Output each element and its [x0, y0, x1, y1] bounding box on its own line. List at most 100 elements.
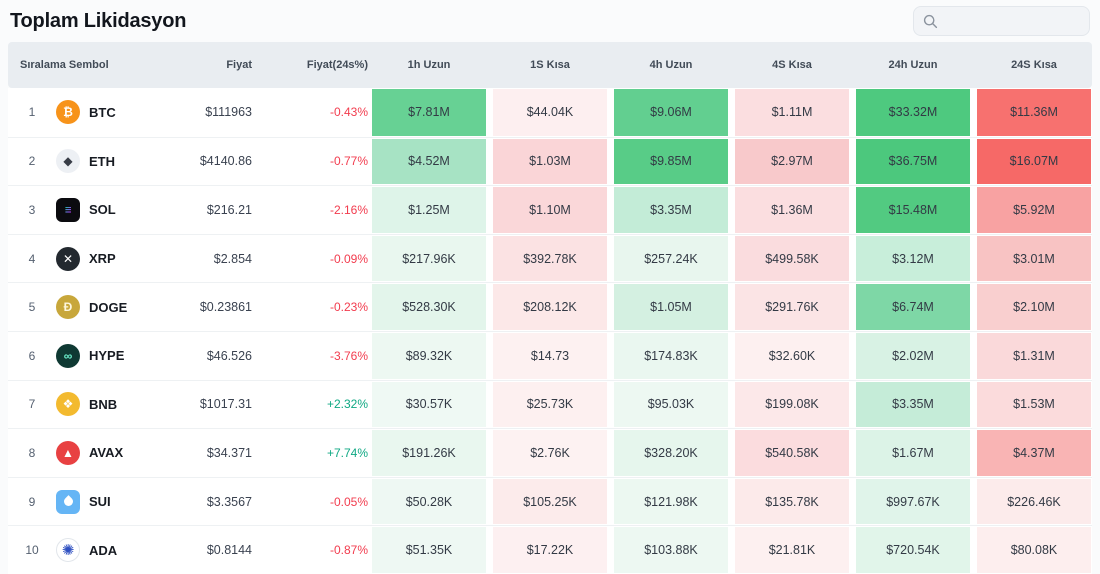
search-box[interactable]	[913, 6, 1090, 36]
heat-cells: $1.25M $1.10M $3.35M $1.36M $15.48M $5.92M	[372, 186, 1091, 234]
coin-cell: ▲ AVAX	[56, 440, 156, 465]
column-header-price-change[interactable]: Fiyat(24s%)	[306, 59, 368, 71]
heat-cells: $7.81M $44.04K $9.06M $1.11M $33.32M $11.36M	[372, 88, 1091, 137]
coin-price: $4140.86	[199, 154, 252, 169]
liquidation-cell: $3.35M	[614, 187, 728, 233]
row-rank: 6	[28, 348, 36, 363]
coin-price: $0.8144	[206, 543, 252, 558]
liquidation-cell: $1.25M	[372, 187, 486, 233]
table-row[interactable]: 4 ✕ XRP $2.854 -0.09% $217.96K $392.78K $2…	[8, 233, 1092, 283]
liquidation-cell: $121.98K	[614, 478, 728, 525]
table-body: 1 ₿ BTC $111963 -0.43% $7.81M $44.04K $9.0…	[8, 88, 1092, 574]
liquidation-cell: $1.11M	[735, 89, 849, 136]
search-input[interactable]	[944, 14, 1080, 28]
liquidation-cell: $105.25K	[493, 478, 607, 525]
heat-cells: $217.96K $392.78K $257.24K $499.58K $3.12M $3…	[372, 235, 1091, 283]
column-header-24h-short[interactable]: 24S Kısa	[1011, 59, 1057, 71]
row-rank: 3	[28, 202, 36, 217]
coin-price: $111963	[205, 105, 252, 120]
liquidation-cell: $1.05M	[614, 284, 728, 330]
sui-icon	[56, 489, 80, 514]
coin-symbol: BNB	[89, 396, 118, 412]
liquidation-cell: $392.78K	[493, 235, 607, 282]
coin-symbol: ETH	[89, 153, 115, 169]
coin-cell: ❖ BNB	[56, 392, 156, 417]
liquidation-cell: $9.85M	[614, 138, 728, 185]
liquidation-cell: $720.54K	[856, 527, 970, 573]
liquidation-cell: $89.32K	[372, 332, 486, 379]
liquidation-cell: $6.74M	[856, 284, 970, 330]
liquidation-cell: $50.28K	[372, 478, 486, 525]
liquidation-cell: $25.73K	[493, 381, 607, 428]
coin-cell: ✕ XRP	[56, 246, 156, 271]
xrp-icon: ✕	[56, 246, 80, 271]
coin-symbol: AVAX	[89, 445, 124, 461]
coin-cell: ∞ HYPE	[56, 343, 156, 368]
column-header-price[interactable]: Fiyat	[226, 59, 252, 71]
coin-cell: Ð DOGE	[56, 295, 156, 320]
coin-symbol: BTC	[89, 104, 116, 120]
liquidation-cell: $2.10M	[977, 284, 1091, 330]
table-row[interactable]: 1 ₿ BTC $111963 -0.43% $7.81M $44.04K $9.0…	[8, 88, 1092, 137]
coin-price: $3.3567	[206, 494, 252, 509]
liquidation-cell: $32.60K	[735, 332, 849, 379]
price-change: +7.74%	[326, 445, 368, 460]
hype-icon: ∞	[56, 343, 80, 368]
liquidation-cell: $30.57K	[372, 381, 486, 428]
coin-cell: ₿ BTC	[56, 100, 156, 125]
page-title: Toplam Likidasyon	[10, 9, 187, 32]
row-rank: 2	[28, 154, 36, 169]
liquidation-cell: $499.58K	[735, 235, 849, 282]
price-change: -0.09%	[329, 251, 368, 266]
column-header-1h-long[interactable]: 1h Uzun	[407, 59, 451, 71]
price-change: -0.87%	[329, 543, 368, 558]
price-change: +2.32%	[326, 397, 368, 412]
table-row[interactable]: 6 ∞ HYPE $46.526 -3.76% $89.32K $14.73 $17…	[8, 330, 1092, 380]
liquidation-cell: $51.35K	[372, 527, 486, 573]
liquidation-cell: $191.26K	[372, 430, 486, 476]
table-row[interactable]: 8 ▲ AVAX $34.371 +7.74% $191.26K $2.76K $3…	[8, 428, 1092, 477]
heat-cells: $30.57K $25.73K $95.03K $199.08K $3.35M $1.53…	[372, 381, 1091, 429]
column-header-rank-symbol[interactable]: Sıralama Sembol	[20, 59, 109, 71]
column-header-4h-long[interactable]: 4h Uzun	[649, 59, 693, 71]
bnb-icon: ❖	[56, 392, 80, 417]
coin-price: $1017.31	[199, 397, 252, 412]
coin-symbol: HYPE	[89, 348, 125, 364]
liquidation-cell: $291.76K	[735, 284, 849, 330]
column-header-1h-short[interactable]: 1S Kısa	[530, 59, 570, 71]
liquidation-cell: $7.81M	[372, 89, 486, 136]
column-header-24h-long[interactable]: 24h Uzun	[888, 59, 938, 71]
table-row[interactable]: 10 ✺ ADA $0.8144 -0.87% $51.35K $17.22K $1…	[8, 525, 1092, 574]
liquidation-cell: $199.08K	[735, 381, 849, 428]
price-change: -0.43%	[329, 105, 368, 120]
table-row[interactable]: 5 Ð DOGE $0.23861 -0.23% $528.30K $208.12…	[8, 282, 1092, 331]
row-rank: 10	[25, 543, 39, 558]
heat-cells: $4.52M $1.03M $9.85M $2.97M $36.75M $16.07M	[372, 138, 1091, 186]
table-row[interactable]: 7 ❖ BNB $1017.31 +2.32% $30.57K $25.73K $9…	[8, 379, 1092, 429]
heat-cells: $51.35K $17.22K $103.88K $21.81K $720.54K $80…	[372, 526, 1091, 574]
table-row[interactable]: 2 ◆ ETH $4140.86 -0.77% $4.52M $1.03M $9.8…	[8, 136, 1092, 186]
coin-symbol: ADA	[89, 542, 118, 558]
liquidation-cell: $1.36M	[735, 187, 849, 233]
btc-icon: ₿	[56, 100, 80, 125]
liquidation-cell: $1.31M	[977, 332, 1091, 379]
liquidation-cell: $1.67M	[856, 430, 970, 476]
heat-cells: $50.28K $105.25K $121.98K $135.78K $997.67K $…	[372, 478, 1091, 526]
sol-icon: ≡	[56, 197, 80, 222]
coin-price: $0.23861	[199, 300, 252, 315]
liquidation-cell: $5.92M	[977, 187, 1091, 233]
liquidation-cell: $226.46K	[977, 478, 1091, 525]
row-rank: 4	[28, 251, 36, 266]
liquidation-cell: $80.08K	[977, 527, 1091, 573]
table-row[interactable]: 9 SUI $3.3567 -0.05% $50.28K $105.25K $121…	[8, 476, 1092, 526]
table-row[interactable]: 3 ≡ SOL $216.21 -2.16% $1.25M $1.10M $3.35…	[8, 185, 1092, 234]
coin-symbol: DOGE	[89, 299, 128, 315]
coin-price: $216.21	[206, 202, 252, 217]
eth-icon: ◆	[56, 149, 80, 174]
liquidation-cell: $95.03K	[614, 381, 728, 428]
liquidation-cell: $174.83K	[614, 332, 728, 379]
coin-price: $46.526	[206, 348, 252, 363]
price-change: -0.77%	[329, 154, 368, 169]
liquidation-cell: $15.48M	[856, 187, 970, 233]
column-header-4h-short[interactable]: 4S Kısa	[772, 59, 812, 71]
